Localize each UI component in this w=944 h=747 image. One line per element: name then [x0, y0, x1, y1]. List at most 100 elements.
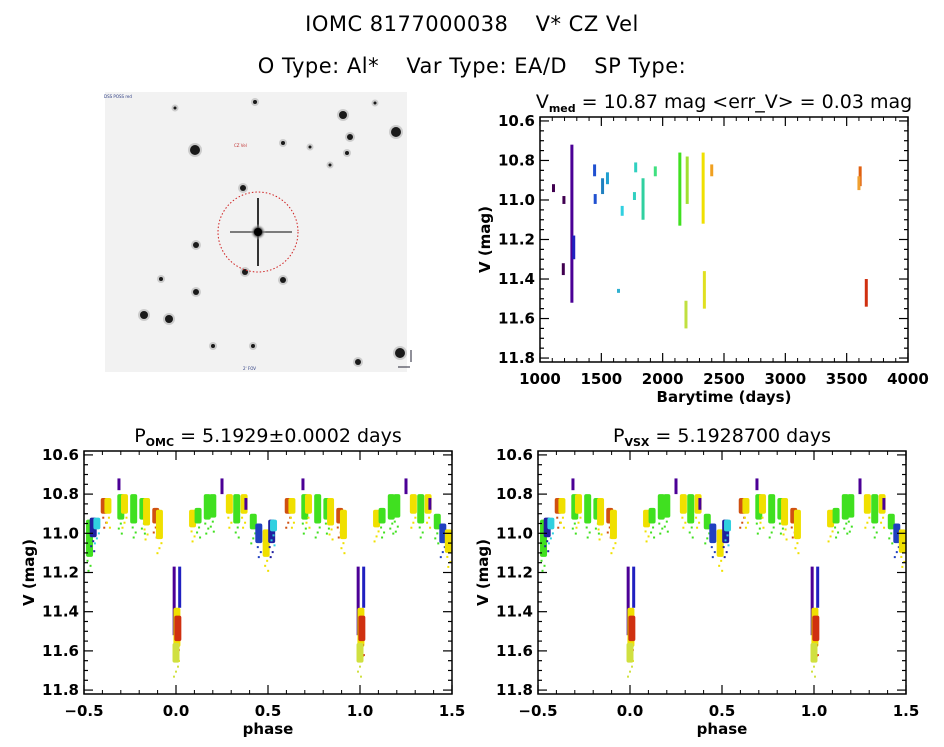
data-point-cluster	[847, 494, 855, 518]
data-point	[158, 547, 161, 550]
data-point	[888, 537, 891, 540]
data-point	[308, 526, 311, 529]
data-point-cluster	[373, 509, 381, 528]
data-point	[661, 527, 664, 530]
data-point-cluster	[832, 507, 840, 524]
data-point	[205, 532, 208, 535]
data-point	[645, 540, 648, 543]
data-point	[893, 556, 896, 559]
x-tick-label: 1.5	[439, 702, 466, 720]
data-point	[561, 516, 564, 519]
data-point	[547, 550, 550, 553]
data-point-cluster	[898, 529, 906, 553]
star-name: V* CZ Vel	[535, 12, 639, 36]
y-tick-label: 10.8	[42, 485, 79, 503]
data-point	[92, 540, 95, 543]
data-point	[794, 547, 797, 550]
data-point-segment	[632, 192, 636, 200]
data-point	[695, 516, 698, 519]
data-point	[256, 546, 259, 549]
data-point	[756, 532, 759, 535]
data-point-cluster	[742, 498, 750, 514]
data-point	[573, 522, 576, 525]
data-point	[193, 535, 196, 538]
data-point	[383, 531, 386, 534]
data-point	[696, 526, 699, 529]
data-point	[557, 526, 560, 529]
x-tick-label: 0.5	[709, 702, 736, 720]
data-point	[204, 522, 207, 525]
data-point	[160, 542, 163, 545]
data-point	[652, 526, 655, 529]
y-tick-label: 11.6	[498, 310, 535, 328]
data-point	[585, 526, 588, 529]
data-point-cluster	[387, 494, 395, 520]
data-point-cluster	[93, 517, 101, 530]
y-tick-label: 11.2	[496, 564, 533, 582]
data-point	[782, 533, 785, 536]
data-point-cluster	[244, 498, 248, 510]
data-point	[791, 536, 794, 539]
data-point	[134, 531, 137, 534]
data-point	[698, 521, 701, 524]
data-point-cluster	[393, 494, 401, 518]
plot-frame	[539, 116, 909, 363]
data-point	[903, 560, 906, 563]
data-point	[301, 522, 304, 525]
data-point-cluster	[143, 498, 151, 526]
data-point-cluster	[574, 494, 582, 514]
data-point	[234, 531, 237, 534]
data-point	[87, 569, 90, 572]
data-point	[755, 522, 758, 525]
data-point	[579, 516, 582, 519]
data-point	[726, 534, 729, 537]
data-point	[131, 526, 134, 529]
data-point	[541, 569, 544, 572]
data-point	[835, 536, 838, 539]
data-point	[627, 675, 629, 678]
data-point	[227, 516, 230, 519]
data-point	[108, 526, 111, 529]
data-point-cluster	[597, 498, 605, 526]
data-point	[132, 536, 135, 539]
data-point	[666, 530, 669, 533]
y-tick-label: 11.2	[42, 564, 79, 582]
data-point	[746, 521, 749, 524]
data-point	[706, 537, 709, 540]
data-point	[721, 569, 724, 572]
data-point	[272, 534, 275, 537]
x-tick-label: 1000	[519, 370, 561, 388]
data-point-cluster	[174, 615, 182, 642]
x-tick-label: 1.0	[347, 702, 374, 720]
data-point-cluster	[172, 566, 176, 636]
data-point	[302, 532, 305, 535]
data-point	[447, 565, 450, 568]
data-point	[304, 527, 307, 530]
data-point	[827, 540, 830, 543]
data-point	[152, 531, 155, 534]
data-point	[850, 525, 853, 528]
data-point-cluster	[810, 643, 818, 663]
data-point	[362, 654, 365, 657]
data-point	[330, 528, 333, 531]
data-point	[287, 521, 290, 524]
data-point	[608, 526, 611, 529]
x-axis-label: Barytime (days)	[657, 388, 792, 406]
data-point	[264, 564, 267, 567]
data-point	[105, 521, 108, 524]
data-point	[727, 544, 730, 547]
data-point	[327, 527, 330, 530]
data-point	[429, 526, 432, 529]
data-point	[343, 552, 346, 555]
data-point-cluster	[249, 513, 257, 530]
data-point	[190, 530, 193, 533]
data-point	[549, 537, 552, 540]
data-point-cluster	[609, 509, 617, 540]
y-tick-label: 11.6	[42, 642, 79, 660]
data-point	[269, 556, 272, 559]
x-tick-label: 0.5	[255, 702, 282, 720]
data-point	[759, 521, 762, 524]
data-point	[268, 546, 271, 549]
data-point	[242, 526, 245, 529]
data-point-cluster	[262, 529, 270, 557]
